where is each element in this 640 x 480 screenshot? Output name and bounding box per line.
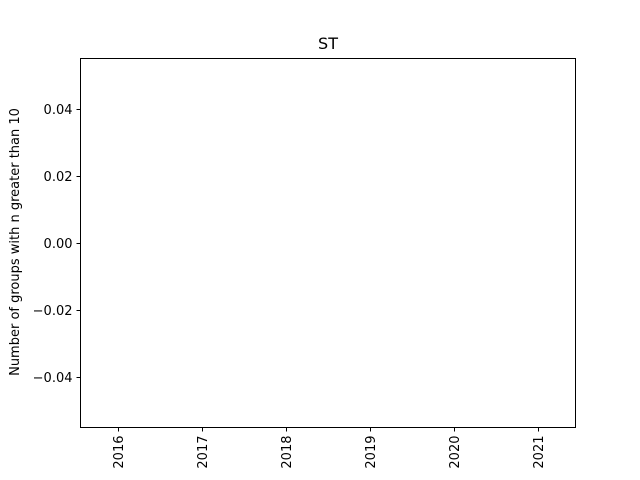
y-tick-label: 0.02 xyxy=(44,170,73,185)
chart-title: ST xyxy=(318,34,338,53)
x-tick-label: 2020 xyxy=(448,436,463,469)
plot-area-frame xyxy=(80,58,576,428)
x-tick-label: 2018 xyxy=(280,436,295,469)
x-tick-label: 2019 xyxy=(364,436,379,469)
x-tick-label: 2016 xyxy=(112,436,127,469)
y-tick-label: −0.02 xyxy=(33,304,73,319)
y-axis-label: Number of groups with n greater than 10 xyxy=(8,108,23,376)
y-tick-label: 0.00 xyxy=(44,237,73,252)
y-tick-label: −0.04 xyxy=(33,371,73,386)
y-tick-label: 0.04 xyxy=(44,103,73,118)
x-axis-ticks: 2016 2017 2018 2019 2020 2021 xyxy=(112,427,547,469)
x-tick-label: 2021 xyxy=(532,436,547,469)
x-tick-label: 2017 xyxy=(196,436,211,469)
y-axis-ticks: 0.04 0.02 0.00 −0.02 −0.04 xyxy=(33,103,81,386)
